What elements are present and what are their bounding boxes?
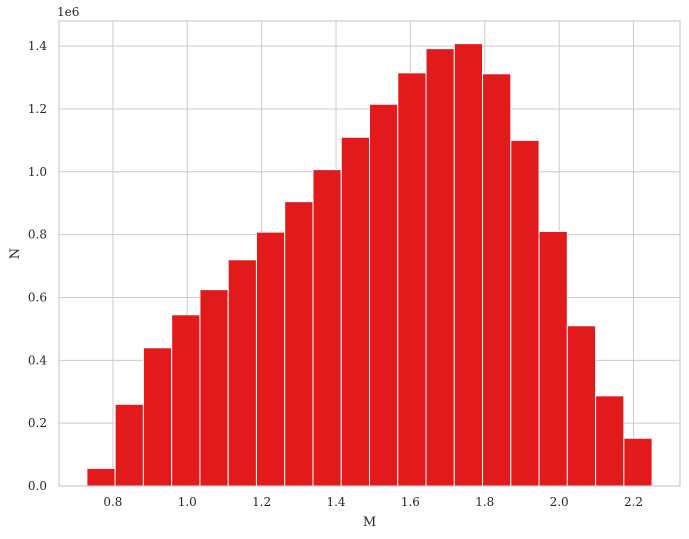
histogram-bar [199, 289, 229, 487]
histogram-bar [86, 467, 116, 487]
x-tick-label: 2.0 [550, 495, 569, 509]
histogram-bar [623, 437, 653, 487]
y-tick-label: 1.2 [28, 102, 47, 116]
y-tick-labels: 0.0 0.2 0.4 0.6 0.8 1.0 1.2 1.4 [28, 39, 47, 493]
bars [86, 43, 653, 487]
histogram-bar [538, 231, 568, 487]
histogram-bar [397, 72, 427, 487]
histogram-bar [566, 325, 597, 487]
plot-frame [58, 20, 681, 487]
x-tick-label: 1.0 [178, 495, 197, 509]
histogram-bar [425, 48, 455, 487]
y-tick-label: 0.4 [28, 353, 47, 367]
x-axis-label: M [363, 515, 376, 530]
x-tick-label: 1.4 [326, 495, 345, 509]
x-tick-label: 1.8 [475, 495, 494, 509]
y-tick-label: 0.0 [28, 479, 47, 493]
histogram-bar [284, 201, 314, 487]
x-tick-labels: 0.8 1.0 1.2 1.4 1.6 1.8 2.0 2.2 [103, 495, 643, 509]
histogram-bar [142, 347, 173, 487]
y-tick-label: 0.8 [28, 228, 47, 242]
y-tick-label: 0.2 [28, 416, 47, 430]
histogram-bar [369, 103, 399, 487]
histogram-bar [227, 259, 257, 487]
y-tick-label: 0.6 [28, 290, 47, 304]
x-tick-label: 1.6 [401, 495, 420, 509]
histogram-bar [482, 73, 512, 487]
histogram-bar [255, 231, 286, 487]
histogram-bar [114, 403, 144, 487]
y-tick-label: 1.0 [28, 165, 47, 179]
histogram-bar [171, 314, 201, 487]
y-tick-label: 1.4 [28, 39, 47, 53]
x-tick-label: 2.2 [624, 495, 643, 509]
histogram-bar [595, 395, 625, 487]
histogram-bar [312, 169, 342, 487]
histogram-bar [340, 136, 370, 487]
x-tick-label: 1.2 [252, 495, 271, 509]
y-offset-label: 1e6 [57, 5, 79, 19]
histogram-bar [510, 139, 540, 487]
x-tick-label: 0.8 [103, 495, 122, 509]
y-axis-label: N [8, 248, 23, 259]
histogram-bar [453, 43, 484, 487]
